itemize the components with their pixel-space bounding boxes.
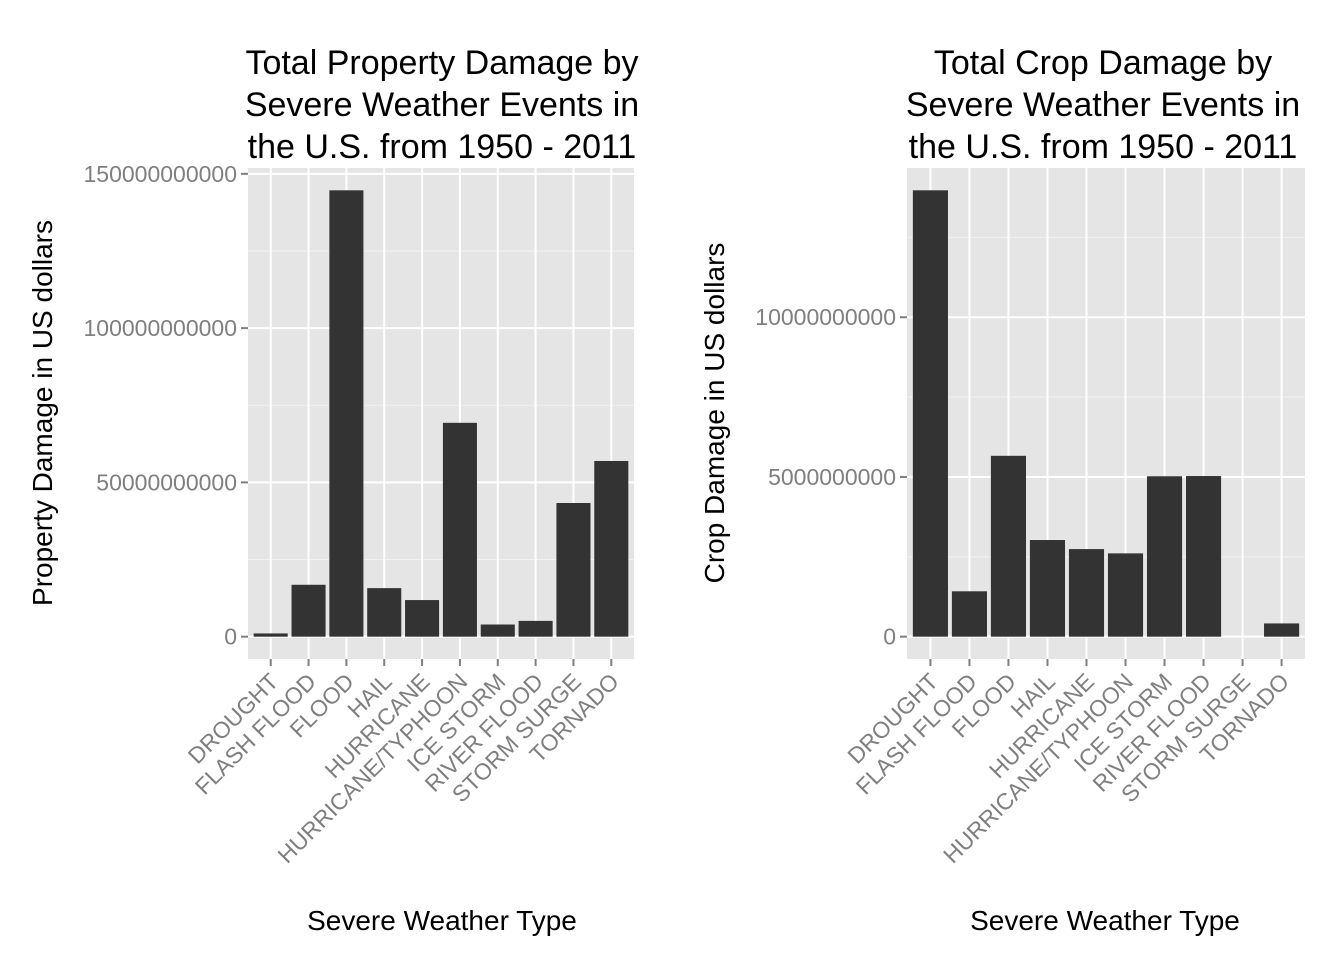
bar-drought [912, 190, 948, 637]
chart-title-line-1: Total Crop Damage by [934, 44, 1272, 82]
bar-tornado [1264, 623, 1300, 637]
chart-title-line-3: the U.S. from 1950 - 2011 [248, 128, 637, 166]
crop-damage-chart: Total Crop Damage by Severe Weather Even… [699, 44, 1305, 936]
y-tick-label: 150000000000 [84, 161, 238, 187]
bar-river-flood [518, 620, 553, 637]
bar-hurricane-typhoon [1107, 553, 1144, 637]
chart-title-line-3: the U.S. from 1950 - 2011 [909, 128, 1298, 166]
y-tick-label: 0 [224, 624, 237, 650]
y-axis-title: Property Damage in US dollars [27, 220, 58, 606]
y-tick-label: 100000000000 [84, 315, 238, 341]
bar-flood [329, 190, 364, 637]
panel-background [907, 168, 1305, 659]
bar-flash-flood [951, 591, 987, 637]
chart-title-line-2: Severe Weather Events in [906, 86, 1300, 124]
y-tick-label: 0 [883, 624, 896, 650]
bar-hurricane-typhoon [442, 422, 477, 637]
bar-flood [990, 455, 1027, 637]
bar-tornado [594, 460, 629, 637]
chart-title-line-2: Severe Weather Events in [245, 86, 639, 124]
x-axis-title: Severe Weather Type [307, 905, 577, 936]
bar-hurricane [1068, 549, 1105, 637]
y-tick-label: 10000000000 [755, 304, 896, 330]
bar-storm-surge [556, 502, 591, 637]
property-damage-chart: Total Property Damage by Severe Weather … [27, 44, 639, 936]
bar-hail [1029, 540, 1066, 637]
y-tick-label: 5000000000 [768, 464, 896, 490]
bar-drought [253, 633, 288, 637]
bar-river-flood [1185, 476, 1222, 637]
y-tick-label: 50000000000 [96, 469, 237, 495]
bar-hail [367, 588, 402, 637]
bar-flash-flood [291, 584, 326, 637]
y-axis-title: Crop Damage in US dollars [699, 243, 730, 584]
plot-area: 050000000000100000000000150000000000DROU… [84, 161, 634, 868]
bar-ice-storm [1146, 476, 1183, 637]
chart-title-line-1: Total Property Damage by [245, 44, 638, 82]
x-axis-title: Severe Weather Type [970, 905, 1240, 936]
bar-ice-storm [480, 624, 515, 637]
bar-hurricane [405, 600, 440, 637]
